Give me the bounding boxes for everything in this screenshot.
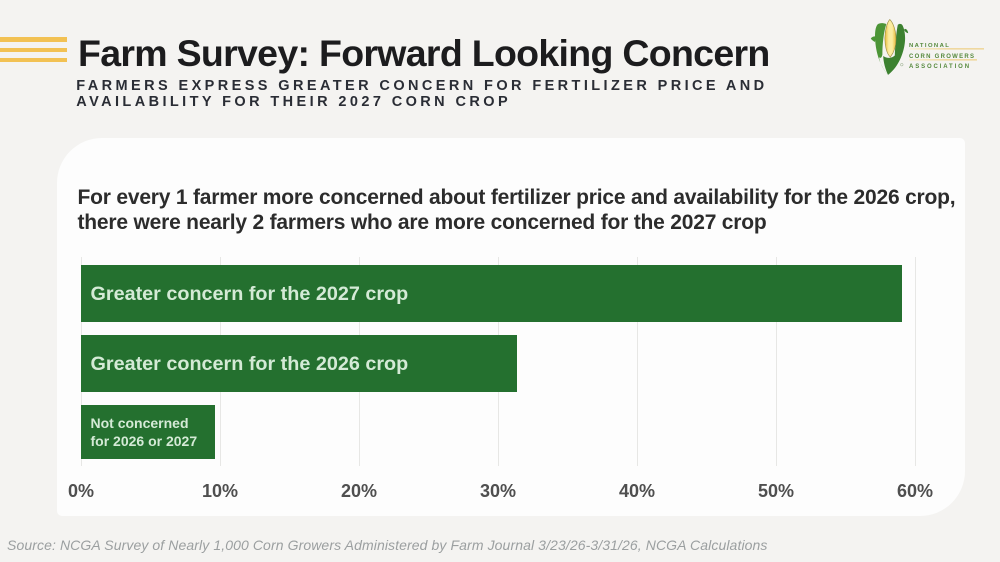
svg-text:CORN GROWERS: CORN GROWERS xyxy=(909,54,975,60)
svg-text:NATIONAL: NATIONAL xyxy=(909,43,950,49)
svg-text:ASSOCIATION: ASSOCIATION xyxy=(909,64,971,70)
